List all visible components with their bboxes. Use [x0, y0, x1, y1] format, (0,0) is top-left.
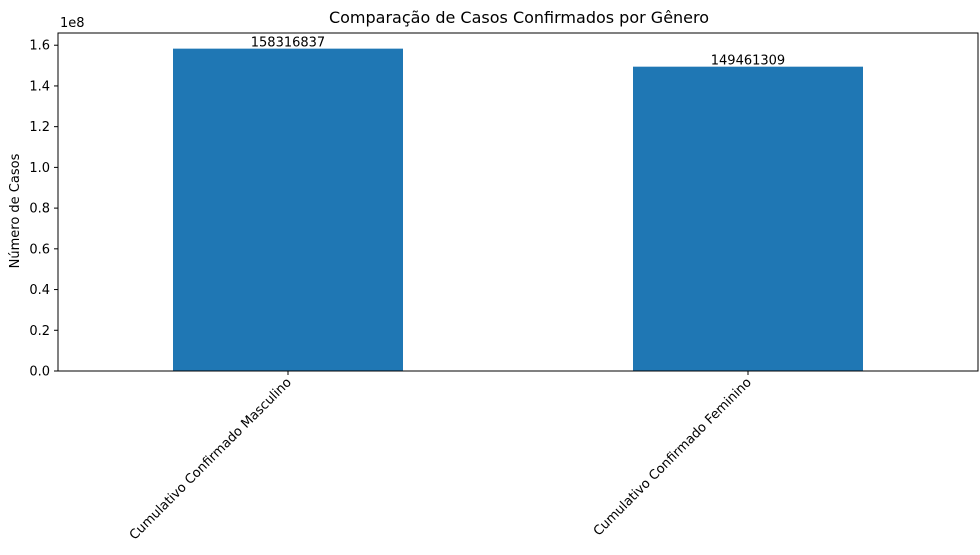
y-tick-label: 1.0 — [29, 161, 50, 176]
plot-frame — [57, 32, 979, 372]
y-tick-label: 0.6 — [29, 242, 50, 257]
x-tick-label: Cumulativo Confirmado Masculino — [127, 375, 295, 543]
y-tick-label: 1.6 — [29, 39, 50, 54]
bar — [633, 66, 863, 371]
bar-value-label: 158316837 — [251, 36, 325, 51]
y-tick-label: 1.4 — [29, 79, 50, 94]
y-tick-label: 0.4 — [29, 283, 50, 298]
x-tick-label: Cumulativo Confirmado Feminino — [591, 375, 755, 539]
y-axis-offset-label: 1e8 — [60, 16, 85, 31]
chart-title: Comparação de Casos Confirmados por Gêne… — [329, 8, 709, 27]
plot-area: 0.0 0.2 0.4 0.6 0.8 1.0 1.2 1.4 1.6 158316837 Cumu… — [29, 36, 863, 543]
y-tick-label: 0.8 — [29, 202, 50, 217]
bar-value-label: 149461309 — [711, 54, 785, 69]
y-tick-label: 0.0 — [29, 365, 50, 380]
y-axis-label: Número de Casos — [8, 153, 23, 268]
y-tick-label: 0.2 — [29, 324, 50, 339]
y-tick-label: 1.2 — [29, 120, 50, 135]
bar — [173, 48, 403, 371]
